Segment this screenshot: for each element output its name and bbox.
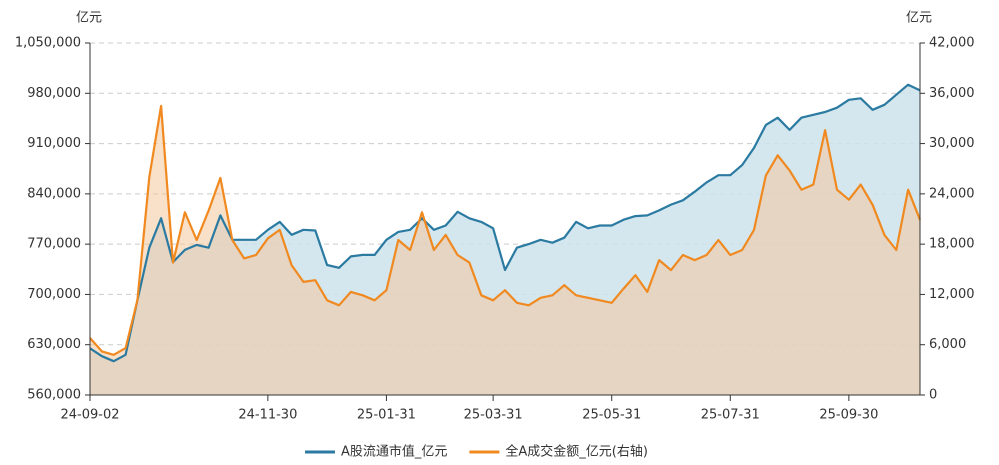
y2-tick-label: 0 — [929, 388, 937, 403]
x-tick-label: 25-09-30 — [819, 408, 878, 423]
legend-label: 全A成交金额_亿元(右轴) — [505, 444, 648, 460]
x-tick-label: 24-09-02 — [60, 408, 119, 423]
y2-axis-label: 亿元 — [906, 11, 932, 26]
y-tick-label: 1,050,000 — [15, 36, 81, 51]
line — [89, 83, 921, 363]
y2-tick-label: 6,000 — [929, 337, 966, 352]
area — [90, 105, 920, 396]
y-tick-label: 910,000 — [27, 136, 81, 151]
y-axis-label: 亿元 — [76, 11, 102, 26]
line — [89, 104, 922, 356]
y2-tick-label: 42,000 — [929, 36, 975, 51]
y-tick-label: 560,000 — [27, 388, 81, 403]
x-tick-label: 24-11-30 — [238, 408, 297, 423]
x-tick-label: 25-01-31 — [357, 408, 416, 423]
x-tick-label: 25-07-31 — [701, 408, 760, 423]
y2-tick-label: 12,000 — [929, 287, 975, 302]
y2-tick-label: 36,000 — [929, 86, 975, 101]
y-tick-label: 770,000 — [27, 237, 81, 252]
y-tick-label: 630,000 — [27, 337, 81, 352]
y-tick-label: 980,000 — [27, 86, 81, 101]
y2-tick-label: 30,000 — [929, 136, 975, 151]
legend-label: A股流通市值_亿元 — [341, 444, 447, 460]
x-tick-label: 25-03-31 — [464, 408, 523, 423]
y2-tick-label: 18,000 — [929, 237, 975, 252]
x-tick-label: 25-05-31 — [582, 408, 641, 423]
y2-tick-label: 24,000 — [929, 186, 975, 201]
y-tick-label: 840,000 — [27, 186, 81, 201]
y-tick-label: 700,000 — [27, 287, 81, 302]
